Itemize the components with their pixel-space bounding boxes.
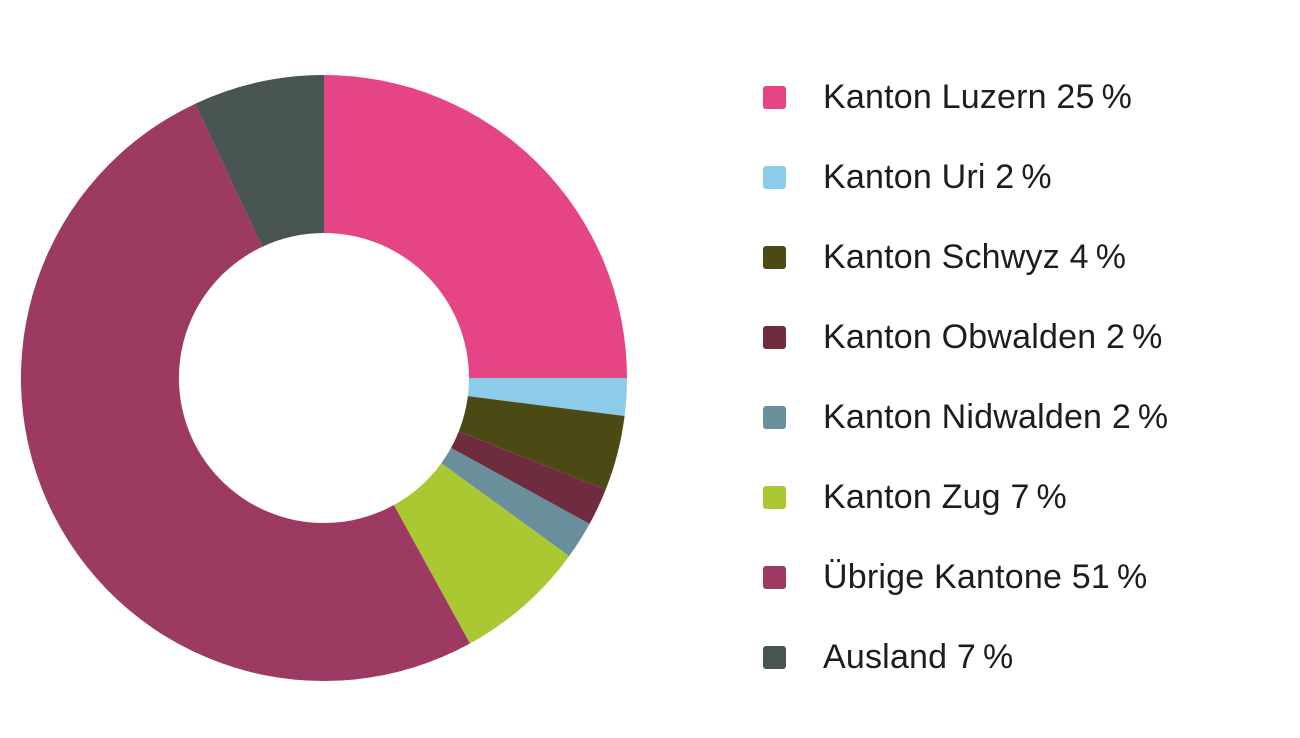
legend-label: Übrige Kantone 51 % <box>823 558 1148 596</box>
legend-item: Kanton Uri 2 % <box>763 160 1168 195</box>
legend-swatch-icon <box>763 246 786 269</box>
legend-label: Kanton Uri 2 % <box>823 158 1052 196</box>
legend-swatch-icon <box>763 486 786 509</box>
legend-label: Kanton Luzern 25 % <box>823 78 1133 116</box>
legend-label: Ausland 7 % <box>823 638 1014 676</box>
pie-slice-5 <box>393 463 570 644</box>
legend: Kanton Luzern 25 % Kanton Uri 2 % Kanton S… <box>763 80 1168 675</box>
pie-slice-3 <box>451 431 606 524</box>
legend-swatch-icon <box>763 566 786 589</box>
legend-label: Kanton Schwyz 4 % <box>823 238 1127 276</box>
pie-slice-2 <box>458 396 625 490</box>
legend-item: Ausland 7 % <box>763 640 1168 675</box>
legend-label: Kanton Nidwalden 2 % <box>823 398 1169 436</box>
legend-swatch-icon <box>763 166 786 189</box>
legend-item: Kanton Obwalden 2 % <box>763 320 1168 355</box>
legend-item: Kanton Zug 7 % <box>763 480 1168 515</box>
legend-item: Kanton Schwyz 4 % <box>763 240 1168 275</box>
legend-item: Kanton Nidwalden 2 % <box>763 400 1168 435</box>
legend-item: Kanton Luzern 25 % <box>763 80 1168 115</box>
pie-slice-6 <box>20 103 470 682</box>
legend-swatch-icon <box>763 326 786 349</box>
legend-swatch-icon <box>763 646 786 669</box>
chart-area <box>20 75 627 682</box>
legend-swatch-icon <box>763 86 786 109</box>
donut-chart <box>20 75 627 682</box>
legend-label: Kanton Obwalden 2 % <box>823 318 1163 356</box>
pie-slice-7 <box>194 75 324 247</box>
legend-item: Übrige Kantone 51 % <box>763 560 1168 595</box>
legend-label: Kanton Zug 7 % <box>823 478 1067 516</box>
pie-slice-4 <box>441 447 590 557</box>
pie-slice-1 <box>467 378 627 416</box>
pie-slice-0 <box>324 75 627 378</box>
legend-swatch-icon <box>763 406 786 429</box>
